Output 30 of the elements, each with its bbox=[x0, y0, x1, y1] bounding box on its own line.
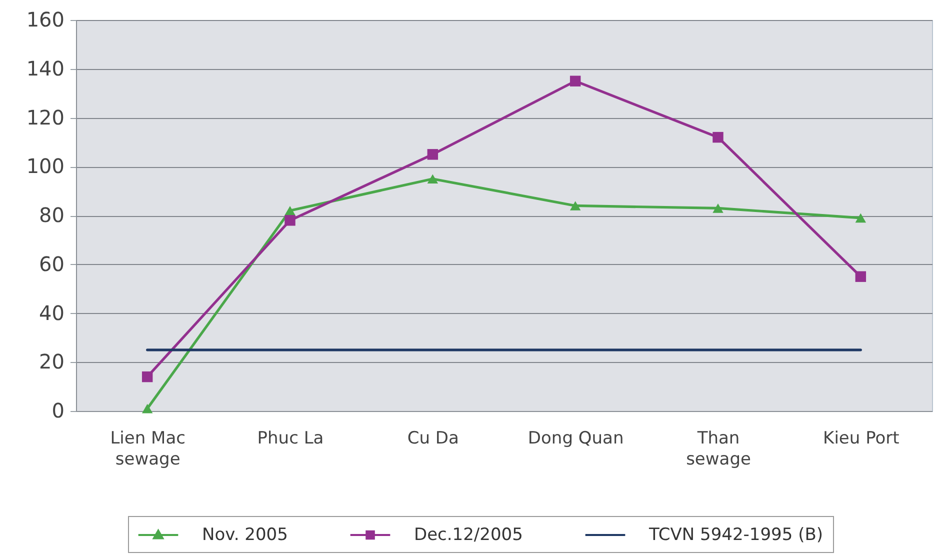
y-tick-label: 60 bbox=[39, 252, 64, 276]
point bbox=[284, 206, 296, 216]
y-tick-label: 140 bbox=[26, 56, 64, 80]
point bbox=[142, 371, 153, 382]
legend-label: Nov. 2005 bbox=[202, 525, 288, 545]
y-tick-label: 40 bbox=[39, 300, 64, 325]
point bbox=[712, 132, 724, 143]
point bbox=[284, 215, 296, 226]
legend-label: TCVN 5942-1995 (B) bbox=[648, 525, 824, 545]
y-tick-label: 160 bbox=[26, 8, 64, 32]
x-tick-label: Phuc La bbox=[257, 428, 324, 448]
point bbox=[855, 213, 866, 223]
legend-label: Dec.12/2005 bbox=[414, 525, 523, 545]
x-tick-label: Than sewage bbox=[686, 428, 751, 470]
y-tick-label: 20 bbox=[39, 350, 64, 374]
y-tick-label: 120 bbox=[26, 105, 64, 130]
point bbox=[712, 204, 724, 213]
x-tick-label: Kieu Port bbox=[823, 428, 900, 448]
point bbox=[570, 76, 581, 86]
point bbox=[427, 149, 438, 160]
y-tick-label: 80 bbox=[39, 203, 64, 227]
x-tick-label: Cu Da bbox=[407, 428, 459, 448]
point bbox=[427, 174, 438, 184]
y-tick-label: 100 bbox=[26, 154, 64, 178]
y-tick-label: 0 bbox=[52, 398, 64, 422]
point bbox=[855, 271, 866, 282]
x-tick-label: Dong Quan bbox=[528, 428, 624, 448]
point bbox=[142, 404, 153, 414]
point bbox=[570, 201, 581, 210]
x-tick-label: Lien Mac sewage bbox=[110, 428, 186, 470]
